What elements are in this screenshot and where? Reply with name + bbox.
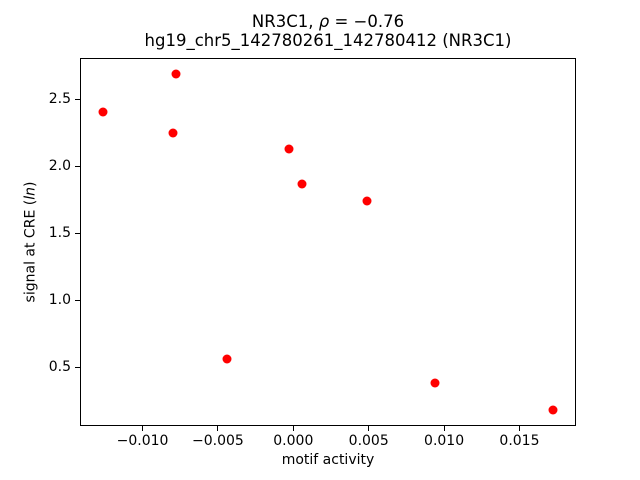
x-tick-mark xyxy=(292,426,294,431)
x-tick-label: −0.005 xyxy=(192,433,244,449)
chart-title: NR3C1, ρ = −0.76 xyxy=(8,12,640,31)
x-tick-mark xyxy=(518,426,520,431)
chart-title-correlation-value: = −0.76 xyxy=(329,12,405,31)
data-point xyxy=(297,179,307,189)
y-tick-label: 2.5 xyxy=(48,91,71,108)
data-point xyxy=(168,128,178,138)
x-tick-label: 0.010 xyxy=(424,433,465,449)
data-point xyxy=(430,378,440,388)
x-tick-label: 0.015 xyxy=(499,433,540,449)
y-axis-label-prefix: signal at CRE ( xyxy=(22,199,39,303)
x-tick-label: 0.000 xyxy=(273,433,314,449)
x-tick-label: −0.010 xyxy=(116,433,169,449)
y-tick-label: 1.0 xyxy=(48,292,71,309)
y-axis-label-italic: ln xyxy=(22,187,39,200)
x-tick-label: 0.005 xyxy=(348,433,389,449)
x-tick-mark xyxy=(443,426,445,431)
y-tick-mark xyxy=(75,366,80,368)
y-tick-label: 1.5 xyxy=(48,225,71,242)
plot-area xyxy=(80,58,576,426)
data-point xyxy=(222,354,232,364)
rho-symbol: ρ xyxy=(318,12,330,31)
data-point xyxy=(171,69,181,79)
x-tick-mark xyxy=(368,426,370,431)
y-tick-mark xyxy=(75,165,80,167)
data-point xyxy=(362,196,372,206)
y-axis-label-suffix: ) xyxy=(22,181,39,188)
x-axis-label: motif activity xyxy=(281,452,375,468)
data-point xyxy=(284,144,294,154)
chart-title-prefix: NR3C1, xyxy=(251,12,319,31)
y-axis-label: signal at CRE (ln) xyxy=(23,182,40,303)
y-tick-mark xyxy=(75,232,80,234)
y-tick-mark xyxy=(75,98,80,100)
x-tick-mark xyxy=(217,426,219,431)
data-point xyxy=(548,405,558,415)
y-tick-label: 2.0 xyxy=(48,158,71,175)
x-tick-mark xyxy=(142,426,144,431)
data-point xyxy=(98,107,108,117)
chart-subtitle: hg19_chr5_142780261_142780412 (NR3C1) xyxy=(144,31,512,50)
y-tick-mark xyxy=(75,299,80,301)
y-tick-label: 0.5 xyxy=(48,359,71,376)
